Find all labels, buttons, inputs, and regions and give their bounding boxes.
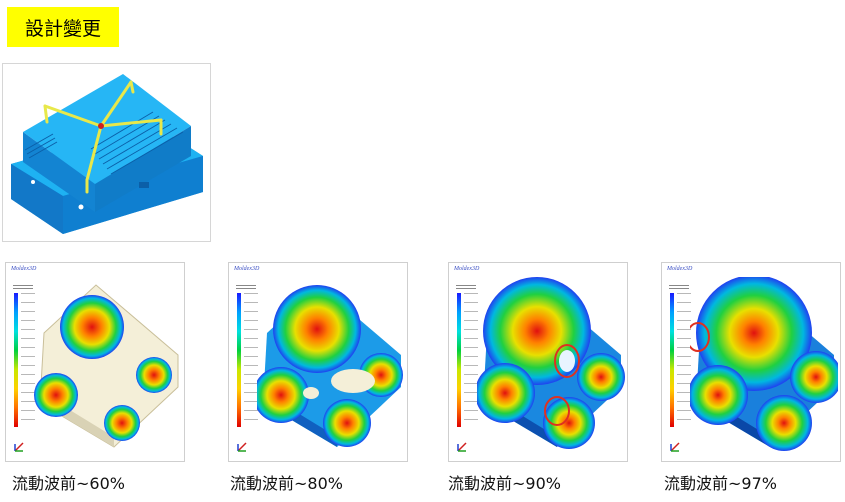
color-legend: [668, 285, 692, 435]
simulation-panel-80: Moldex3D: [228, 262, 408, 462]
brand-label: Moldex3D: [11, 266, 37, 272]
simulation-panel-97: Moldex3D: [661, 262, 841, 462]
simulation-panel-60: Moldex3D: [5, 262, 185, 462]
brand-label: Moldex3D: [454, 266, 480, 272]
flow-front-plot: [34, 284, 179, 448]
title-badge: 設計變更: [7, 7, 119, 47]
page-title: 設計變更: [24, 17, 101, 40]
axis-triad-icon: [14, 442, 24, 452]
flow-front-plot: [477, 277, 625, 449]
caption-60: 流動波前~60%: [12, 474, 125, 493]
axis-triad-icon: [237, 442, 247, 452]
axis-triad-icon: [670, 442, 680, 452]
flow-front-plot: [257, 285, 403, 447]
cad-model-image: [11, 74, 203, 234]
brand-label: Moldex3D: [667, 266, 693, 272]
caption-80: 流動波前~80%: [230, 474, 343, 493]
color-legend: [235, 285, 259, 435]
simulation-panel-90: Moldex3D: [448, 262, 628, 462]
axis-triad-icon: [457, 442, 467, 452]
brand-label: Moldex3D: [234, 266, 260, 272]
color-legend: [12, 285, 36, 435]
cad-model-view: [2, 63, 211, 242]
caption-97: 流動波前~97%: [664, 474, 777, 493]
caption-90: 流動波前~90%: [448, 474, 561, 493]
color-legend: [455, 285, 479, 435]
flow-front-plot: [690, 277, 838, 451]
